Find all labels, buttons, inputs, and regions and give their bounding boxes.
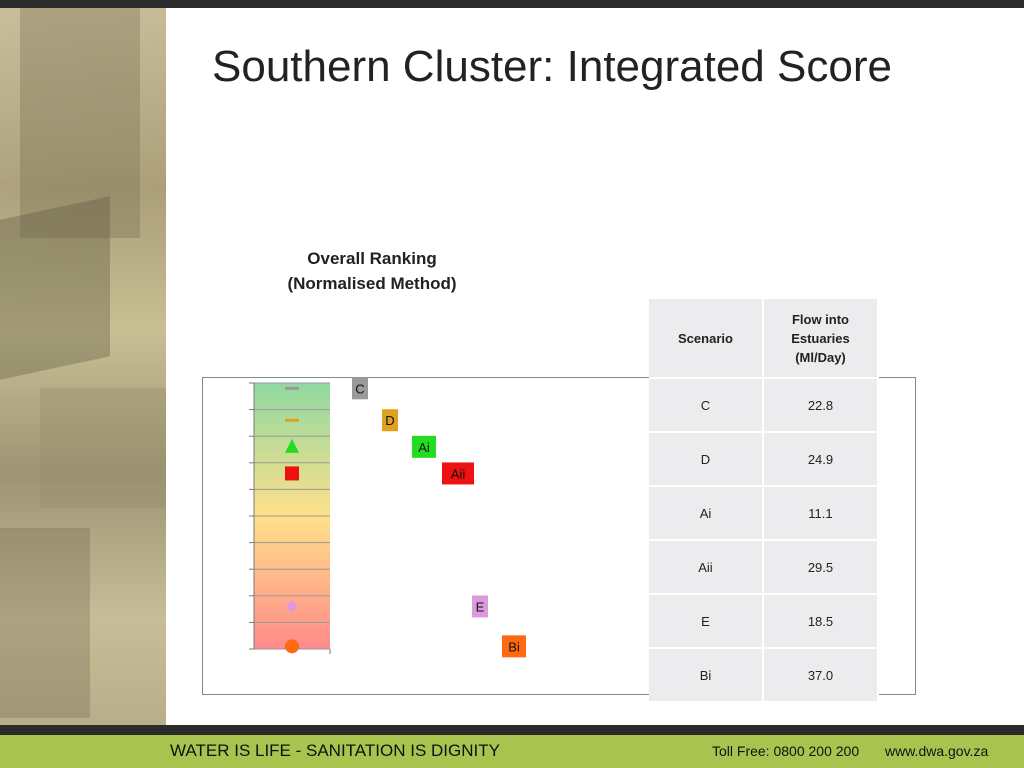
point-d <box>285 418 299 422</box>
cell-flow: 22.8 <box>763 379 879 433</box>
cell-flow: 24.9 <box>763 433 879 487</box>
data-label-box-e <box>472 595 488 618</box>
data-label-d: D <box>385 413 394 428</box>
ranking-chart: C D Ai Aii E Bi <box>249 377 526 658</box>
header-flow-line2: Estuaries <box>791 330 850 346</box>
cell-flow: 29.5 <box>763 541 879 595</box>
bottom-bar <box>0 725 1024 735</box>
header-flow: Flow into Estuaries (Ml/Day) <box>763 299 879 379</box>
cell-flow: 37.0 <box>763 649 879 703</box>
header-scenario: Scenario <box>649 299 764 379</box>
table-row: Aii 29.5 <box>649 541 879 595</box>
cell-scenario: Aii <box>649 541 764 595</box>
data-label-box-c <box>352 377 368 400</box>
cell-scenario: D <box>649 433 764 487</box>
data-label-e: E <box>476 599 485 614</box>
chart-title-line2: (Normalised Method) <box>287 274 457 293</box>
point-aii <box>285 466 299 481</box>
top-bar <box>0 0 1024 8</box>
point-e <box>286 600 298 613</box>
data-label-box-ai <box>412 435 436 458</box>
point-c <box>285 386 299 390</box>
table-row: D 24.9 <box>649 433 879 487</box>
footer-website: www.dwa.gov.za <box>885 743 989 759</box>
table-row: Bi 37.0 <box>649 649 879 703</box>
decorative-side-image <box>0 8 166 725</box>
cell-scenario: E <box>649 595 764 649</box>
data-label-box-bi <box>502 635 526 658</box>
cell-scenario: C <box>649 379 764 433</box>
chart-title-line1: Overall Ranking <box>307 249 437 268</box>
cell-flow: 11.1 <box>763 487 879 541</box>
data-label-bi: Bi <box>508 639 520 654</box>
data-label-c: C <box>355 381 364 396</box>
table-row: E 18.5 <box>649 595 879 649</box>
slide-title: Southern Cluster: Integrated Score <box>212 42 892 91</box>
data-label-box-d <box>382 409 398 432</box>
footer: WATER IS LIFE - SANITATION IS DIGNITY To… <box>0 735 1024 768</box>
footer-slogan: WATER IS LIFE - SANITATION IS DIGNITY <box>170 741 500 760</box>
data-label-aii: Aii <box>451 466 466 481</box>
flow-table: Scenario Flow into Estuaries (Ml/Day) C … <box>649 299 879 703</box>
table-row: C 22.8 <box>649 379 879 433</box>
data-label-ai: Ai <box>418 440 430 455</box>
point-bi <box>285 639 299 654</box>
table-row: Ai 11.1 <box>649 487 879 541</box>
cell-scenario: Bi <box>649 649 764 703</box>
footer-tollfree: Toll Free: 0800 200 200 <box>712 743 860 759</box>
cell-scenario: Ai <box>649 487 764 541</box>
data-label-box-aii <box>442 462 474 485</box>
chart-title: Overall Ranking (Normalised Method) <box>262 246 482 296</box>
header-flow-line3: (Ml/Day) <box>795 349 846 365</box>
header-flow-line1: Flow into <box>791 311 849 327</box>
cell-flow: 18.5 <box>763 595 879 649</box>
table-header-row: Scenario Flow into Estuaries (Ml/Day) <box>649 299 879 379</box>
point-ai <box>285 438 299 453</box>
